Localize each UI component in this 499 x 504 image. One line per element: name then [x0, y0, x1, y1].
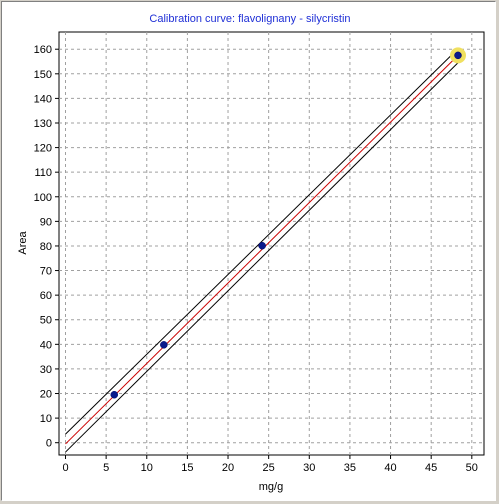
data-point — [258, 241, 266, 250]
y-tick-label: 130 — [34, 118, 52, 130]
x-tick-label: 45 — [425, 462, 437, 474]
y-tick-label: 100 — [34, 192, 52, 204]
confidence-lower-line — [65, 62, 459, 453]
data-point — [160, 341, 168, 349]
data-points — [110, 47, 466, 399]
data-point — [110, 390, 119, 399]
x-tick-label: 35 — [344, 462, 356, 474]
y-axis-label: Area — [17, 231, 29, 255]
y-tick-label: 50 — [40, 315, 52, 327]
y-tick-label: 10 — [40, 413, 52, 425]
calibration-chart: Calibration curve: flavolignany - silycr… — [17, 13, 485, 493]
regression-line — [65, 55, 459, 445]
x-tick-label: 5 — [103, 462, 109, 474]
x-tick-label: 50 — [466, 462, 478, 474]
y-tick-label: 150 — [34, 69, 52, 81]
x-tick-label: 25 — [263, 462, 275, 474]
y-tick-label: 80 — [40, 241, 52, 253]
x-tick-label: 30 — [303, 462, 315, 474]
x-axis-label: mg/g — [259, 481, 283, 493]
regression-line-segment — [65, 55, 459, 445]
confidence-upper-line — [65, 48, 459, 435]
y-tick-label: 110 — [34, 167, 52, 179]
chart-title: Calibration curve: flavolignany - silycr… — [149, 13, 350, 25]
plot-area — [58, 31, 485, 456]
confidence-band — [65, 48, 459, 453]
y-tick-label: 20 — [40, 389, 52, 401]
y-tick-label: 120 — [34, 143, 52, 155]
y-tick-label: 160 — [34, 44, 52, 56]
y-tick-label: 70 — [40, 266, 52, 278]
y-tick-label: 0 — [46, 438, 52, 450]
x-tick-label: 40 — [384, 462, 396, 474]
y-tick-label: 90 — [40, 216, 52, 228]
y-tick-label: 140 — [34, 93, 52, 105]
grid-lines — [59, 32, 484, 455]
y-tick-label: 30 — [40, 364, 52, 376]
x-tick-label: 15 — [181, 462, 193, 474]
y-tick-label: 40 — [40, 339, 52, 351]
x-tick-label: 10 — [141, 462, 153, 474]
x-tick-label: 0 — [62, 462, 68, 474]
axis-ticks: 0 5 10 15 20 25 30 35 40 45 50 0 10 20 30 40 50 60 70 80 90 1… — [34, 44, 478, 474]
x-tick-label: 20 — [222, 462, 234, 474]
y-tick-label: 60 — [40, 290, 52, 302]
data-point — [454, 51, 462, 60]
